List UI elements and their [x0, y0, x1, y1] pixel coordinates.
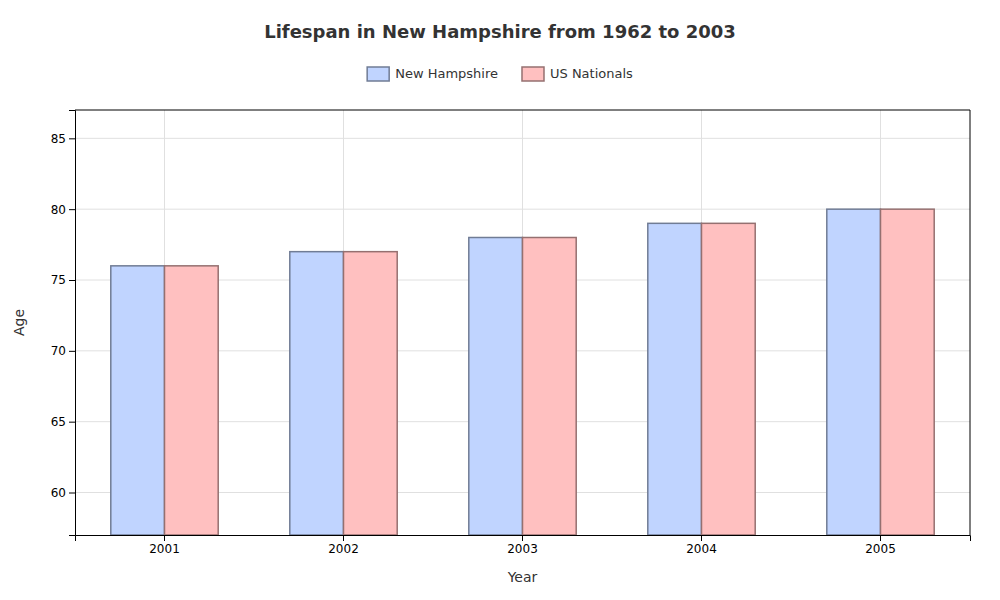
x-axis-title: Year: [507, 569, 538, 585]
legend-label: US Nationals: [550, 66, 633, 81]
x-tick: 2001: [149, 535, 180, 556]
x-tick: 2002: [328, 535, 359, 556]
bar-series: [111, 209, 881, 535]
bars: [111, 209, 934, 535]
chart-svg: 2001 2002 2003 2004 2005 60 65 70 75 80 85 Year Age L…: [0, 0, 1000, 600]
y-tick-label: 65: [51, 415, 66, 429]
x-tick-label: 2001: [149, 542, 180, 556]
y-tick: 70: [51, 344, 75, 358]
bar: [344, 252, 398, 535]
x-tick: 2005: [865, 535, 896, 556]
bar: [523, 238, 577, 536]
x-axis-line: [76, 536, 971, 542]
bar: [648, 223, 702, 535]
y-tick-line: [69, 138, 75, 139]
x-tick-line: [522, 535, 523, 541]
x-tick-label: 2003: [507, 542, 538, 556]
x-tick-line: [164, 535, 165, 541]
plot-frame: [75, 110, 970, 111]
x-tick-line: [701, 535, 702, 541]
y-tick-line: [69, 422, 75, 423]
legend-swatch: [522, 67, 544, 81]
bar: [165, 266, 219, 535]
y-tick-line: [69, 209, 75, 210]
y-tick-line: [69, 493, 75, 494]
x-tick-line: [343, 535, 344, 541]
x-axis: 2001 2002 2003 2004 2005: [76, 535, 971, 556]
y-tick: 65: [51, 415, 75, 429]
legend: New Hampshire US Nationals: [367, 66, 633, 81]
y-axis-line: [69, 111, 76, 536]
legend-item: New Hampshire: [367, 66, 498, 81]
y-tick-label: 85: [51, 132, 66, 146]
legend-item: US Nationals: [522, 66, 633, 81]
bar: [290, 252, 344, 535]
y-tick-line: [69, 280, 75, 281]
y-axis: 60 65 70 75 80 85: [51, 111, 76, 536]
y-tick-label: 80: [51, 203, 66, 217]
legend-label: New Hampshire: [395, 66, 498, 81]
x-tick: 2004: [686, 535, 717, 556]
x-tick-label: 2005: [865, 542, 896, 556]
bar: [827, 209, 881, 535]
y-tick-label: 75: [51, 273, 66, 287]
bar: [702, 223, 756, 535]
bar: [881, 209, 935, 535]
y-axis-title: Age: [11, 309, 27, 336]
y-tick-label: 70: [51, 344, 66, 358]
y-tick: 85: [51, 132, 75, 146]
legend-swatch: [367, 67, 389, 81]
x-tick: 2003: [507, 535, 538, 556]
chart-title: Lifespan in New Hampshire from 1962 to 2…: [264, 21, 736, 42]
y-tick: 60: [51, 486, 75, 500]
x-tick-label: 2002: [328, 542, 359, 556]
bar: [111, 266, 165, 535]
grid: [75, 110, 970, 535]
plot-frame: [970, 110, 971, 535]
bar-series: [165, 209, 935, 535]
y-tick: 80: [51, 203, 75, 217]
x-tick-line: [880, 535, 881, 541]
y-tick: 75: [51, 273, 75, 287]
chart-container: 2001 2002 2003 2004 2005 60 65 70 75 80 85 Year Age L…: [0, 0, 1000, 600]
y-tick-label: 60: [51, 486, 66, 500]
x-tick-label: 2004: [686, 542, 717, 556]
y-tick-line: [69, 351, 75, 352]
bar: [469, 238, 523, 536]
